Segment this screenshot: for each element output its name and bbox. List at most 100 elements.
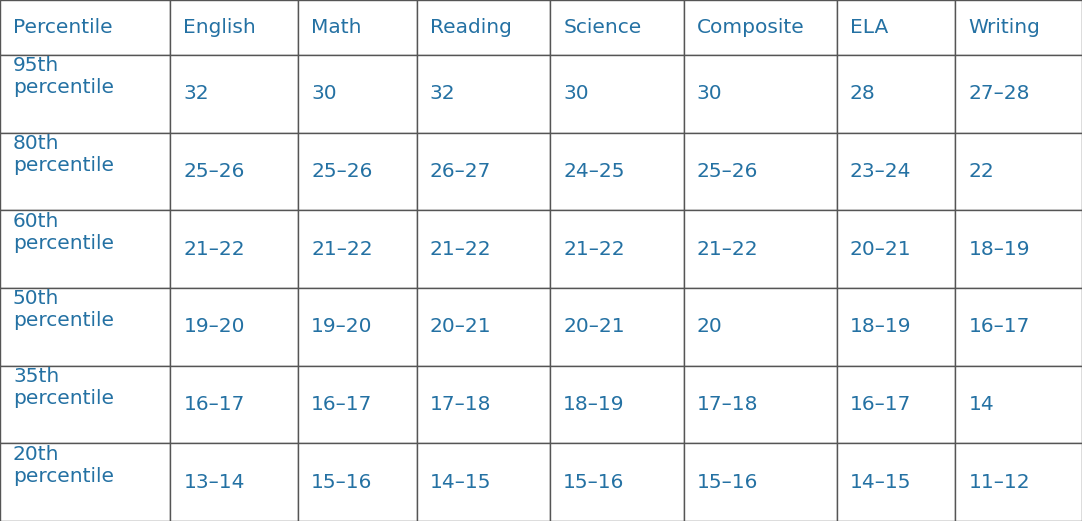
Bar [836, 443, 955, 521]
Bar [417, 55, 551, 133]
Bar [299, 0, 417, 55]
Bar [684, 55, 836, 133]
Bar [170, 210, 299, 288]
Bar [836, 366, 955, 443]
Text: 18–19: 18–19 [564, 395, 624, 414]
Bar [170, 133, 299, 210]
Bar [955, 443, 1082, 521]
Text: English: English [183, 18, 256, 37]
Bar [684, 443, 836, 521]
Bar [299, 366, 417, 443]
Bar [417, 366, 551, 443]
Bar [299, 288, 417, 366]
Text: 14: 14 [968, 395, 994, 414]
Bar [417, 133, 551, 210]
Text: 17–18: 17–18 [430, 395, 491, 414]
Text: Reading: Reading [430, 18, 512, 37]
Text: 19–20: 19–20 [183, 317, 245, 337]
Text: 23–24: 23–24 [849, 162, 911, 181]
Text: 20–21: 20–21 [849, 240, 911, 258]
Text: 28: 28 [849, 84, 875, 103]
Text: 16–17: 16–17 [183, 395, 245, 414]
Text: 35th
percentile: 35th percentile [13, 367, 114, 408]
Text: 95th
percentile: 95th percentile [13, 56, 114, 97]
Text: 30: 30 [697, 84, 723, 103]
Text: 15–16: 15–16 [312, 473, 372, 492]
Text: 19–20: 19–20 [312, 317, 372, 337]
Bar [551, 443, 684, 521]
Text: 18–19: 18–19 [968, 240, 1030, 258]
Bar [551, 0, 684, 55]
Text: Percentile: Percentile [13, 18, 113, 37]
Text: 22: 22 [968, 162, 994, 181]
Bar [170, 55, 299, 133]
Text: 60th
percentile: 60th percentile [13, 212, 114, 253]
Bar [299, 443, 417, 521]
Text: 14–15: 14–15 [430, 473, 491, 492]
Text: 21–22: 21–22 [697, 240, 758, 258]
Bar [955, 288, 1082, 366]
Text: 15–16: 15–16 [697, 473, 758, 492]
Bar [955, 210, 1082, 288]
Text: 15–16: 15–16 [564, 473, 624, 492]
Bar [551, 288, 684, 366]
Bar [0, 210, 170, 288]
Bar [955, 55, 1082, 133]
Bar [836, 133, 955, 210]
Text: 24–25: 24–25 [564, 162, 624, 181]
Bar [836, 288, 955, 366]
Bar [955, 366, 1082, 443]
Text: 21–22: 21–22 [312, 240, 372, 258]
Bar [684, 210, 836, 288]
Text: Writing: Writing [968, 18, 1040, 37]
Bar [684, 0, 836, 55]
Text: 21–22: 21–22 [564, 240, 624, 258]
Bar [170, 443, 299, 521]
Text: Science: Science [564, 18, 642, 37]
Text: 80th
percentile: 80th percentile [13, 134, 114, 175]
Text: 20–21: 20–21 [430, 317, 491, 337]
Text: 30: 30 [564, 84, 589, 103]
Text: 18–19: 18–19 [849, 317, 911, 337]
Bar [0, 366, 170, 443]
Bar [299, 55, 417, 133]
Text: Math: Math [312, 18, 361, 37]
Text: 20th
percentile: 20th percentile [13, 444, 114, 486]
Text: 25–26: 25–26 [312, 162, 372, 181]
Text: 25–26: 25–26 [697, 162, 758, 181]
Text: 26–27: 26–27 [430, 162, 491, 181]
Text: 17–18: 17–18 [697, 395, 758, 414]
Text: 16–17: 16–17 [849, 395, 911, 414]
Bar [170, 366, 299, 443]
Bar [299, 133, 417, 210]
Text: 11–12: 11–12 [968, 473, 1030, 492]
Bar [170, 288, 299, 366]
Bar [417, 0, 551, 55]
Text: 20–21: 20–21 [564, 317, 624, 337]
Text: Composite: Composite [697, 18, 804, 37]
Bar [551, 133, 684, 210]
Bar [551, 210, 684, 288]
Text: 16–17: 16–17 [968, 317, 1030, 337]
Bar [551, 55, 684, 133]
Text: 21–22: 21–22 [430, 240, 491, 258]
Text: 32: 32 [430, 84, 456, 103]
Text: 21–22: 21–22 [183, 240, 245, 258]
Bar [551, 366, 684, 443]
Text: 20: 20 [697, 317, 723, 337]
Bar [0, 443, 170, 521]
Bar [836, 55, 955, 133]
Bar [170, 0, 299, 55]
Text: 25–26: 25–26 [183, 162, 245, 181]
Bar [955, 0, 1082, 55]
Bar [0, 288, 170, 366]
Bar [417, 210, 551, 288]
Bar [684, 288, 836, 366]
Text: 50th
percentile: 50th percentile [13, 289, 114, 330]
Bar [0, 133, 170, 210]
Bar [955, 133, 1082, 210]
Bar [0, 0, 170, 55]
Bar [0, 55, 170, 133]
Bar [684, 133, 836, 210]
Text: ELA: ELA [849, 18, 888, 37]
